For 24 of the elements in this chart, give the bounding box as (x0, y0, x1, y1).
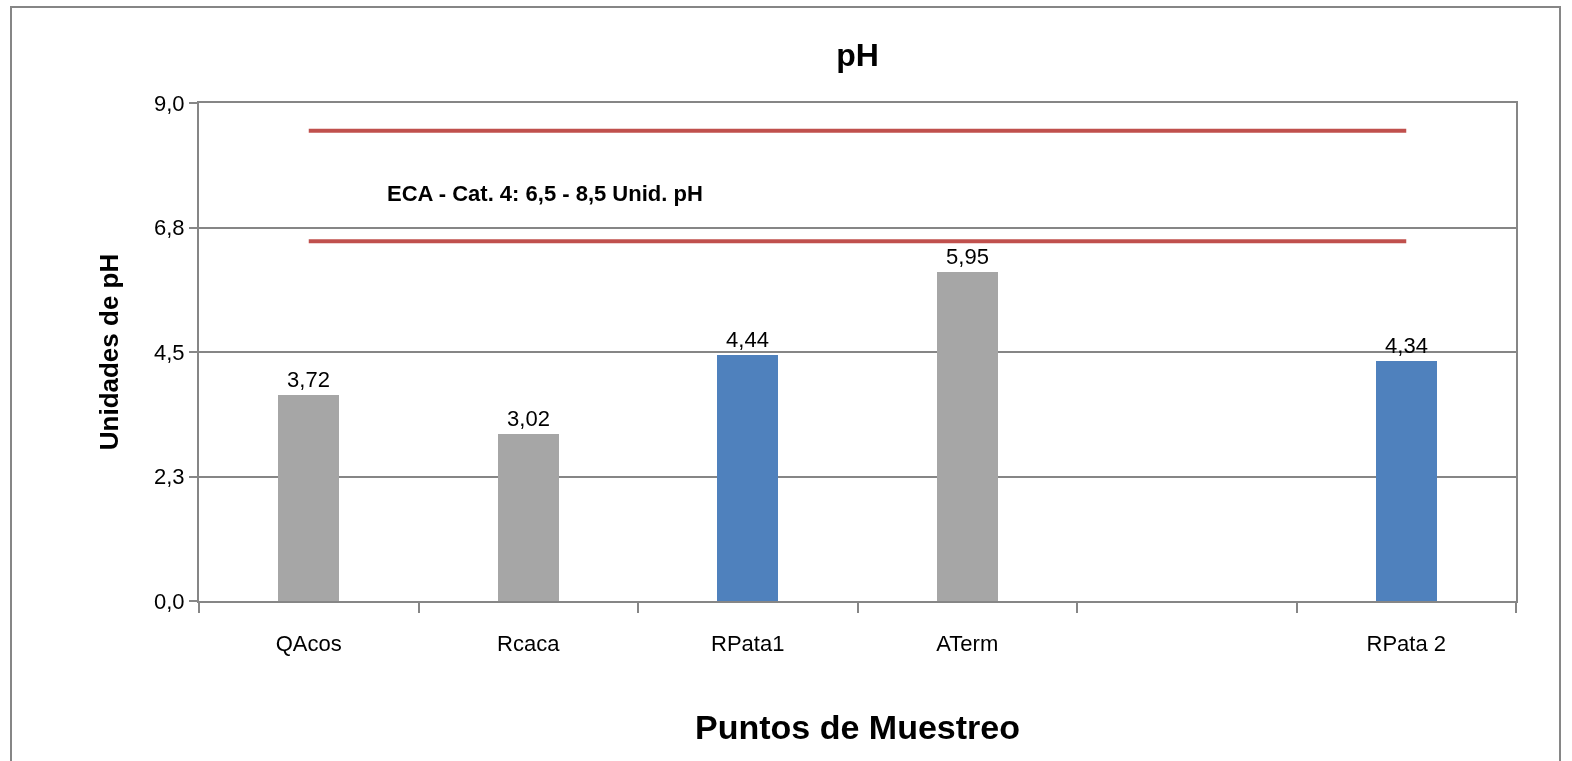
y-tick-label: 4,5 (154, 339, 185, 365)
data-label: 4,34 (1385, 333, 1428, 358)
x-tick-label: ATerm (936, 631, 999, 657)
y-tick-label: 0,0 (154, 588, 185, 614)
bar (937, 272, 998, 601)
y-tick-label: 9,0 (154, 90, 185, 116)
data-label: 3,72 (287, 367, 330, 392)
data-label: 3,02 (507, 406, 550, 431)
y-tick-label: 6,8 (154, 215, 185, 241)
bar (498, 434, 559, 601)
bar (278, 395, 339, 601)
x-tick-label: RPata 2 (1366, 631, 1446, 657)
data-label: 5,95 (946, 244, 989, 269)
data-label: 4,44 (726, 327, 769, 352)
x-tick-label: Rcaca (497, 631, 561, 657)
y-axis-title: Unidades de pH (93, 253, 124, 451)
bar (717, 355, 778, 601)
x-tick-label: RPata1 (711, 631, 785, 657)
x-tick-label: QAcos (275, 631, 342, 657)
bar (1376, 361, 1437, 601)
y-tick-label: 2,3 (154, 464, 185, 490)
x-axis-title: Puntos de Muestreo (695, 708, 1020, 747)
chart-title: pH (836, 37, 879, 74)
annotation: ECA - Cat. 4: 6,5 - 8,5 Unid. pH (387, 181, 703, 206)
